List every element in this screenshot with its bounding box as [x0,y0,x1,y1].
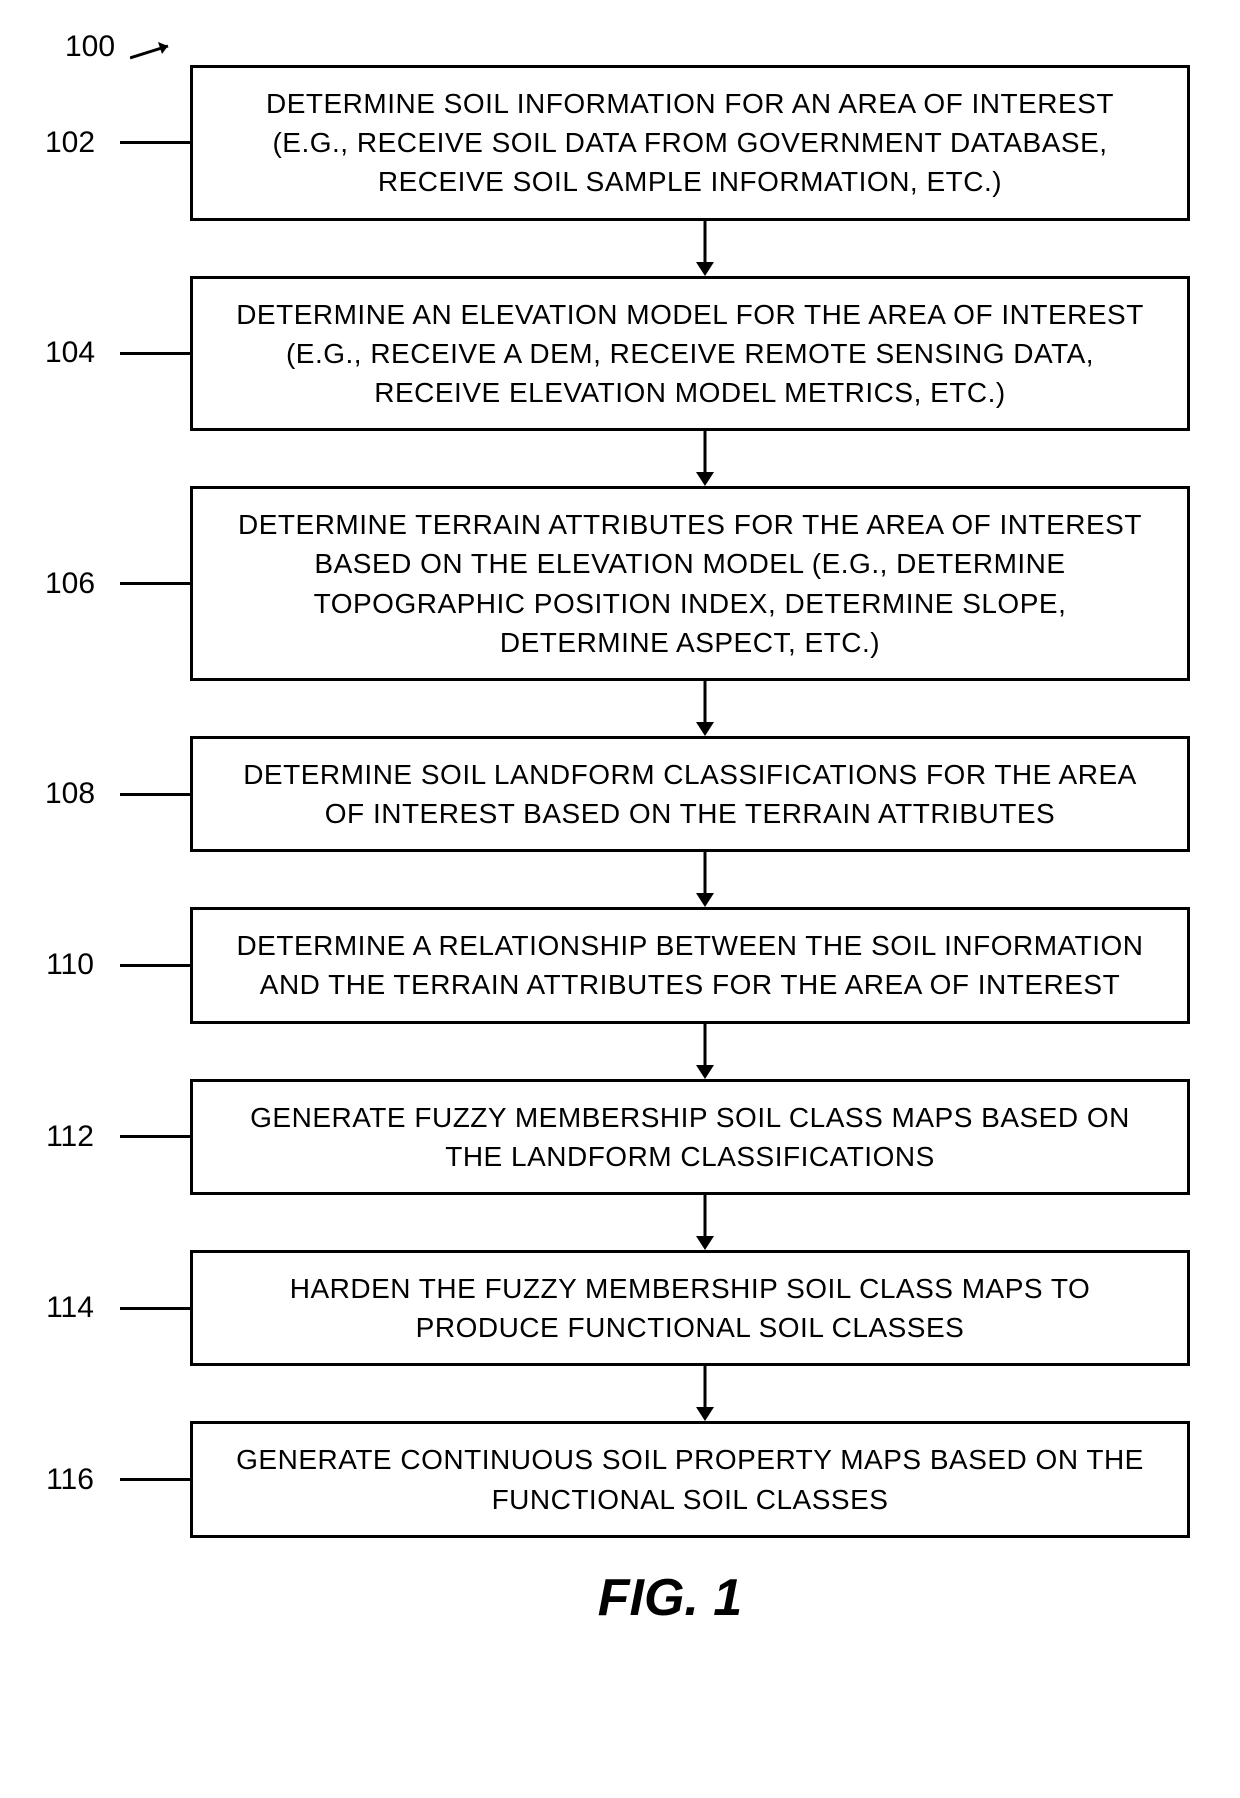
flow-arrow-icon [20,1195,1220,1250]
step-reference-number: 114 [20,1291,120,1325]
flowchart-step: 108 DETERMINE SOIL LANDFORM CLASSIFICATIO… [20,736,1220,852]
step-reference-number: 116 [20,1463,120,1497]
flowchart-step: 102 DETERMINE SOIL INFORMATION FOR AN ARE… [20,65,1220,221]
step-box: DETERMINE SOIL INFORMATION FOR AN AREA O… [190,65,1190,221]
step-box: GENERATE FUZZY MEMBERSHIP SOIL CLASS MAP… [190,1079,1190,1195]
step-box: DETERMINE SOIL LANDFORM CLASSIFICATIONS … [190,736,1190,852]
flowchart-step: 116 GENERATE CONTINUOUS SOIL PROPERTY MAP… [20,1421,1220,1537]
flowchart-step: 110 DETERMINE A RELATIONSHIP BETWEEN THE … [20,907,1220,1023]
step-reference-number: 104 [20,336,120,370]
leader-line [120,1478,190,1481]
step-reference-number: 112 [20,1120,120,1154]
flow-arrow-icon [20,852,1220,907]
figure-caption: FIG. 1 [20,1568,1220,1628]
leader-line [120,1307,190,1310]
leader-line [120,964,190,967]
leader-line [120,793,190,796]
flow-arrow-icon [20,1024,1220,1079]
leader-line [120,141,190,144]
flowchart-step: 112 GENERATE FUZZY MEMBERSHIP SOIL CLASS … [20,1079,1220,1195]
step-box: DETERMINE TERRAIN ATTRIBUTES FOR THE ARE… [190,486,1190,681]
flow-arrow-icon [20,431,1220,486]
flowchart-steps-container: 102 DETERMINE SOIL INFORMATION FOR AN ARE… [20,30,1220,1538]
flowchart-step: 114 HARDEN THE FUZZY MEMBERSHIP SOIL CLAS… [20,1250,1220,1366]
step-box: DETERMINE AN ELEVATION MODEL FOR THE ARE… [190,276,1190,432]
step-reference-number: 106 [20,567,120,601]
step-box: DETERMINE A RELATIONSHIP BETWEEN THE SOI… [190,907,1190,1023]
figure-reference-arrow-icon [130,40,180,64]
flowchart-step: 104 DETERMINE AN ELEVATION MODEL FOR THE … [20,276,1220,432]
flowchart-step: 106 DETERMINE TERRAIN ATTRIBUTES FOR THE … [20,486,1220,681]
flowchart-diagram: 100 102 DETERMINE SOIL INFORMATION FOR AN… [20,30,1220,1628]
step-box: HARDEN THE FUZZY MEMBERSHIP SOIL CLASS M… [190,1250,1190,1366]
flow-arrow-icon [20,681,1220,736]
flow-arrow-icon [20,221,1220,276]
step-reference-number: 102 [20,126,120,160]
step-reference-number: 110 [20,948,120,982]
leader-line [120,352,190,355]
leader-line [120,1135,190,1138]
step-box: GENERATE CONTINUOUS SOIL PROPERTY MAPS B… [190,1421,1190,1537]
flow-arrow-icon [20,1366,1220,1421]
figure-reference-label: 100 [65,30,115,64]
leader-line [120,582,190,585]
step-reference-number: 108 [20,777,120,811]
